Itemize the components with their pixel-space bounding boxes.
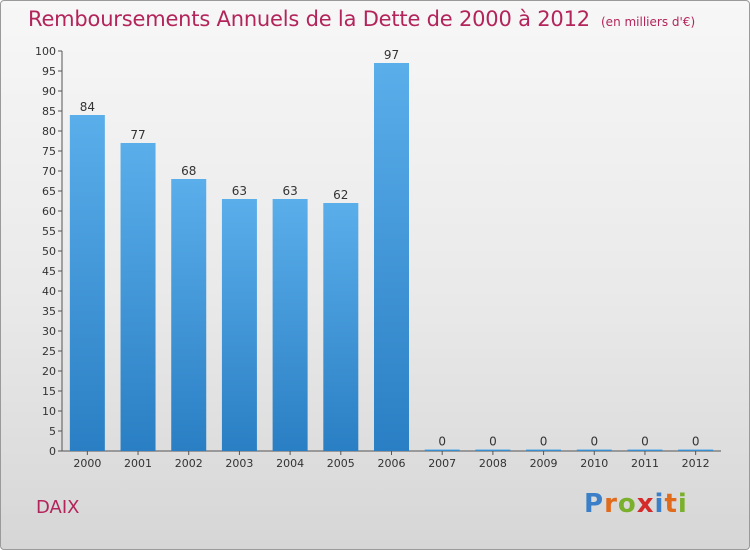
data-label: 62 <box>333 188 348 202</box>
data-label: 0 <box>641 435 649 449</box>
data-label: 63 <box>282 184 297 198</box>
y-tick-label: 100 <box>35 45 56 58</box>
proxiti-logo[interactable]: Proxiti <box>584 489 688 519</box>
data-label: 97 <box>384 48 399 62</box>
logo-letter: x <box>636 489 655 519</box>
logo-letter: r <box>604 489 618 519</box>
data-label: 0 <box>438 435 446 449</box>
bar <box>171 179 207 451</box>
data-label: 84 <box>80 100 95 114</box>
logo-letter: i <box>677 489 688 519</box>
chart-unit: (en milliers d'€) <box>601 15 696 29</box>
data-label: 0 <box>489 435 497 449</box>
bar <box>323 203 359 451</box>
x-tick-label: 2001 <box>124 457 152 470</box>
y-tick-label: 30 <box>42 325 56 338</box>
y-tick-label: 35 <box>42 305 56 318</box>
x-tick-label: 2012 <box>682 457 710 470</box>
y-tick-label: 85 <box>42 105 56 118</box>
y-tick-label: 65 <box>42 185 56 198</box>
logo-letter: i <box>654 489 665 519</box>
bar <box>627 449 663 451</box>
y-tick-label: 25 <box>42 345 56 358</box>
y-tick-label: 50 <box>42 245 56 258</box>
y-tick-label: 70 <box>42 165 56 178</box>
y-tick-label: 95 <box>42 65 56 78</box>
y-tick-label: 55 <box>42 225 56 238</box>
chart-title: Remboursements Annuels de la Dette de 20… <box>28 7 590 31</box>
x-tick-label: 2010 <box>580 457 608 470</box>
bar <box>678 449 714 451</box>
y-tick-label: 10 <box>42 405 56 418</box>
y-tick-label: 90 <box>42 85 56 98</box>
y-tick-label: 40 <box>42 285 56 298</box>
x-tick-label: 2009 <box>530 457 558 470</box>
bar <box>374 63 409 451</box>
x-tick-label: 2007 <box>428 457 456 470</box>
data-label: 68 <box>181 164 196 178</box>
title-row: Remboursements Annuels de la Dette de 20… <box>28 7 695 31</box>
y-tick-label: 0 <box>49 445 56 458</box>
y-tick-label: 15 <box>42 385 56 398</box>
bar <box>272 199 308 451</box>
y-tick-label: 60 <box>42 205 56 218</box>
logo-letter: o <box>617 489 637 519</box>
x-tick-label: 2011 <box>631 457 659 470</box>
bar <box>526 449 562 451</box>
data-label: 0 <box>540 435 548 449</box>
x-tick-label: 2004 <box>276 457 304 470</box>
data-label: 0 <box>692 435 700 449</box>
place-name: DAIX <box>36 497 80 518</box>
x-tick-label: 2008 <box>479 457 507 470</box>
bar <box>424 449 460 451</box>
bar <box>221 199 257 451</box>
data-label: 0 <box>590 435 598 449</box>
y-tick-label: 80 <box>42 125 56 138</box>
bar <box>475 449 511 451</box>
y-tick-label: 5 <box>49 425 56 438</box>
logo-letter: P <box>584 489 605 519</box>
y-tick-label: 75 <box>42 145 56 158</box>
bar <box>69 115 105 451</box>
logo-letter: t <box>664 489 678 519</box>
x-tick-label: 2003 <box>225 457 253 470</box>
x-tick-label: 2005 <box>327 457 355 470</box>
y-tick-label: 20 <box>42 365 56 378</box>
x-tick-label: 2000 <box>73 457 101 470</box>
data-label: 77 <box>130 128 145 142</box>
x-tick-label: 2006 <box>378 457 406 470</box>
bar <box>576 449 612 451</box>
data-label: 63 <box>232 184 247 198</box>
y-tick-label: 45 <box>42 265 56 278</box>
x-tick-label: 2002 <box>175 457 203 470</box>
bar <box>120 143 156 451</box>
